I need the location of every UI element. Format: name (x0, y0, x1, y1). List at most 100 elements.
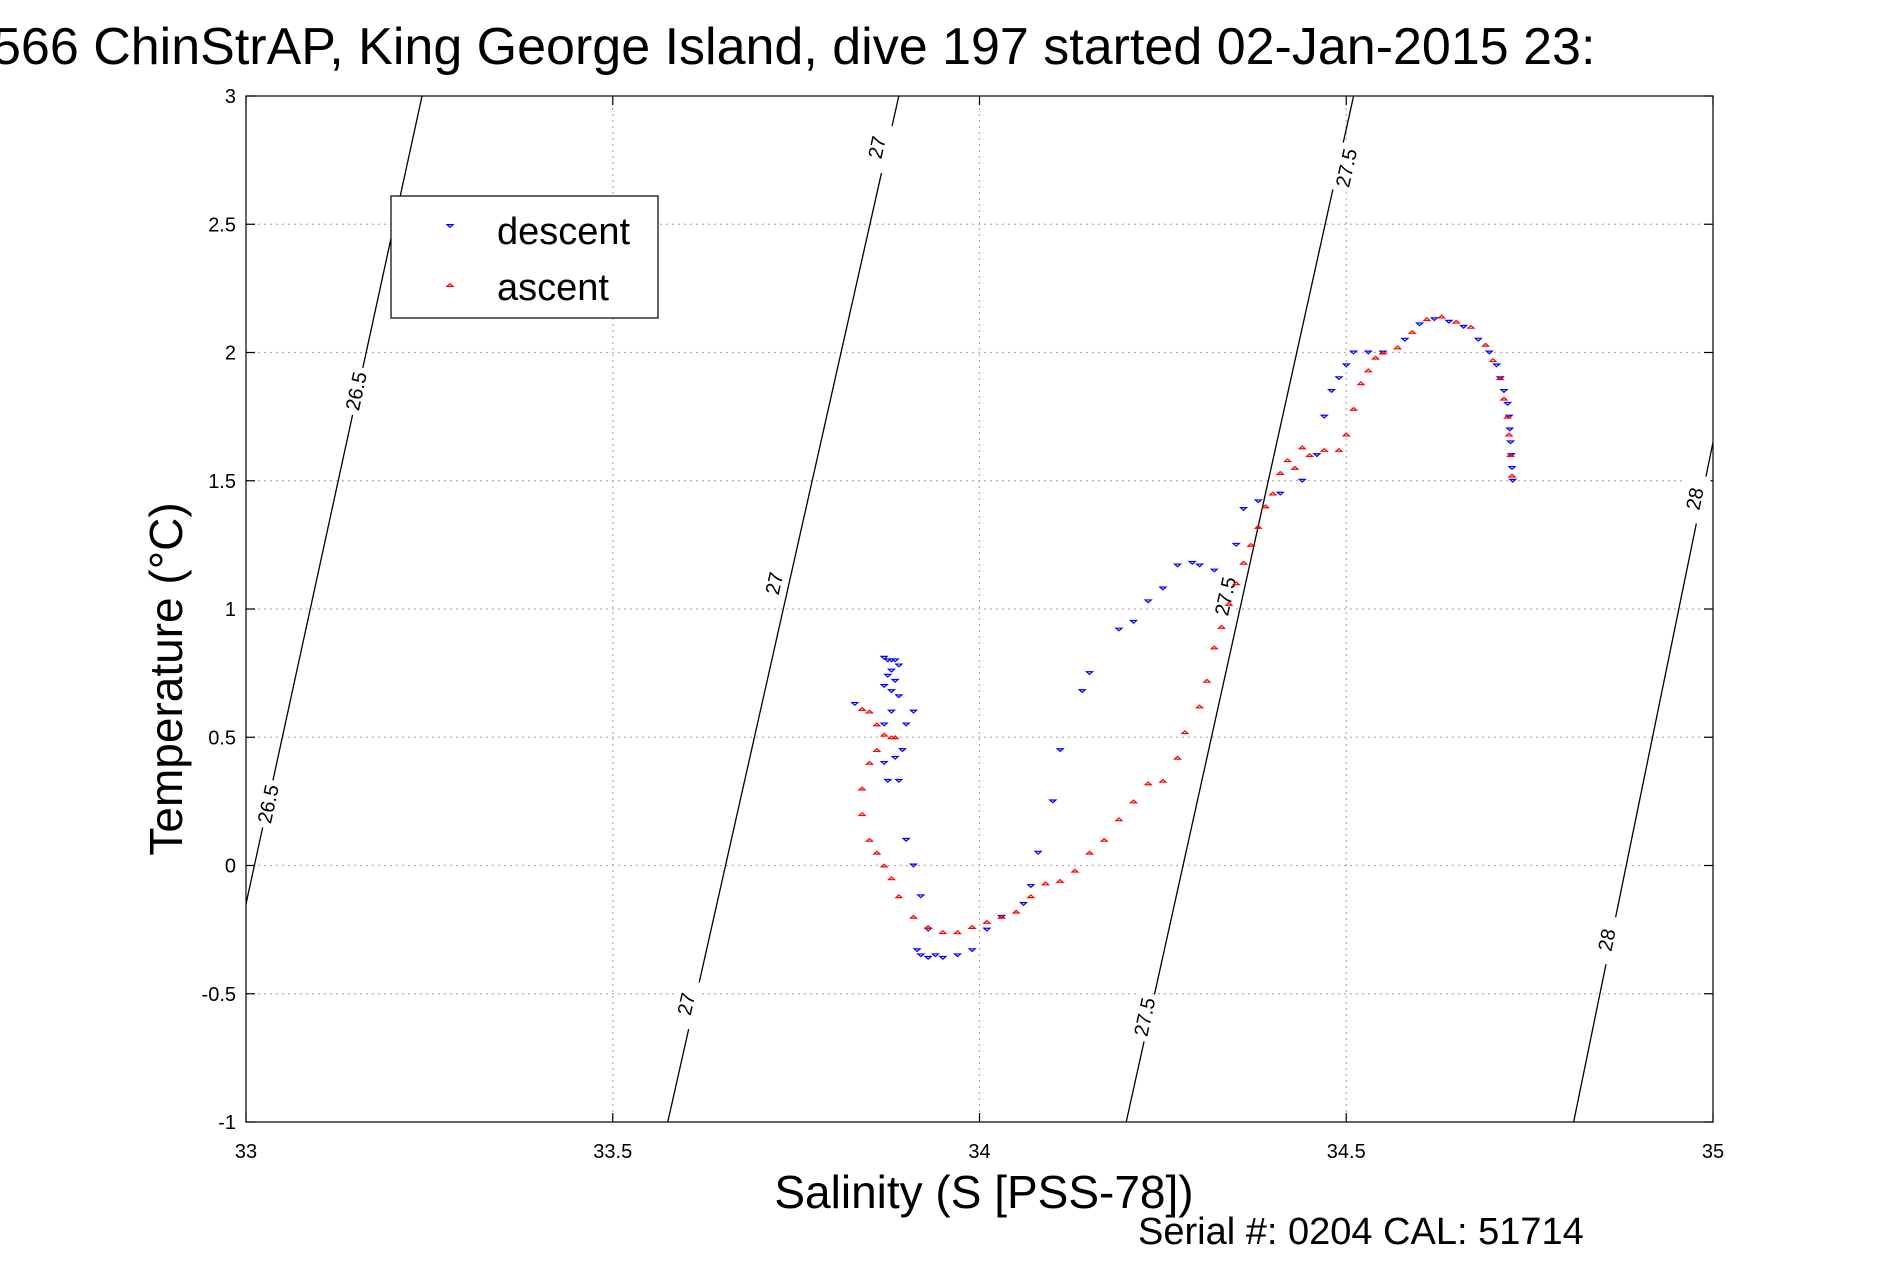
data-point-ascent (1283, 458, 1293, 463)
contour-label: 27 (865, 134, 891, 161)
data-point-descent (886, 689, 897, 694)
data-point-descent (894, 694, 904, 699)
data-point-ascent (894, 894, 904, 899)
data-point-ascent (1499, 396, 1509, 401)
data-point-ascent (1026, 894, 1036, 899)
data-point-descent (916, 894, 926, 899)
x-tick-label: 33 (235, 1141, 257, 1163)
data-point-ascent (1507, 473, 1517, 478)
data-point-ascent (1114, 817, 1124, 822)
data-point-ascent (1356, 381, 1366, 386)
data-point-descent (894, 663, 904, 668)
data-point-descent (1048, 799, 1058, 804)
data-point-descent (894, 778, 904, 784)
density-contour-line (667, 96, 900, 1122)
y-tick-label: 1 (225, 599, 236, 621)
data-point-ascent (1238, 560, 1249, 565)
density-contour-line (1125, 96, 1355, 1122)
y-tick-label: 3 (225, 86, 236, 108)
data-point-descent (967, 948, 977, 953)
data-point-descent (1312, 453, 1322, 458)
data-point-ascent (872, 722, 882, 727)
data-point-descent (1459, 324, 1469, 330)
data-point-ascent (1481, 342, 1491, 347)
data-point-descent (1503, 401, 1513, 406)
data-point-descent (1253, 499, 1263, 504)
data-point-descent (1504, 414, 1514, 419)
data-point-descent (890, 658, 900, 663)
data-point-ascent (886, 876, 897, 881)
data-point-descent (1349, 350, 1359, 355)
data-point-ascent (996, 914, 1007, 919)
data-point-descent (1473, 337, 1483, 342)
legend-label-descent: descent (497, 211, 631, 253)
data-point-descent (1018, 902, 1029, 907)
y-axis-label: Temperature (°C) (140, 502, 192, 855)
y-tick-label: 0 (225, 856, 236, 878)
data-point-descent (897, 748, 908, 753)
data-point-descent (1033, 850, 1043, 855)
data-point-descent (883, 778, 893, 784)
serial-calibration-label: Serial #: 0204 CAL: 51714 (1138, 1211, 1584, 1253)
data-point-ascent (1305, 452, 1315, 458)
data-point-descent (1084, 671, 1095, 676)
data-point-ascent (1143, 781, 1153, 786)
data-point-descent (1172, 563, 1183, 568)
data-point-ascent (1504, 432, 1514, 437)
data-point-ascent (872, 850, 882, 855)
data-point-ascent (1202, 678, 1212, 683)
data-point-descent (1231, 542, 1241, 548)
contour-label-gap (669, 977, 704, 1031)
contour-label-gap (1208, 570, 1243, 623)
data-point-ascent (1158, 778, 1168, 783)
contour-label-gap (757, 557, 792, 610)
data-point-ascent (1261, 504, 1271, 509)
data-point-ascent (1393, 345, 1403, 350)
data-point-descent (1026, 884, 1036, 889)
data-point-descent (1055, 748, 1065, 753)
contour-label-gap (339, 364, 373, 417)
data-point-descent (1499, 389, 1509, 394)
data-point-descent (1400, 337, 1410, 342)
data-point-ascent (1268, 491, 1278, 496)
data-point-ascent (1363, 368, 1373, 373)
data-point-ascent (1128, 799, 1139, 804)
data-point-descent (1114, 627, 1124, 632)
legend-marker-ascent (445, 282, 455, 287)
data-point-descent (982, 927, 992, 932)
data-point-descent (1415, 322, 1425, 327)
data-point-ascent (1371, 355, 1381, 360)
data-point-descent (879, 655, 889, 660)
contour-label: 27.5 (1332, 147, 1362, 190)
x-tick-label: 34.5 (1327, 1141, 1366, 1163)
contour-label-gap (1127, 990, 1162, 1043)
x-axis-label: Salinity (S [PSS-78]) (774, 1166, 1193, 1218)
data-point-ascent (1099, 837, 1109, 842)
data-point-ascent (1216, 624, 1227, 629)
x-tick-label: 33.5 (593, 1141, 632, 1163)
data-point-descent (916, 953, 926, 958)
data-point-ascent (908, 914, 919, 919)
data-point-ascent (879, 732, 889, 737)
data-point-ascent (982, 919, 992, 924)
data-point-descent (890, 755, 900, 760)
y-tick-label: 1.5 (208, 471, 236, 493)
data-point-ascent (864, 760, 875, 765)
x-tick-label: 35 (1702, 1141, 1724, 1163)
legend-marker-ascent-glyph (445, 282, 455, 287)
data-point-ascent (1349, 406, 1359, 411)
data-point-descent (1187, 560, 1197, 565)
data-point-descent (1363, 350, 1373, 355)
data-point-ascent (1194, 704, 1205, 709)
data-point-ascent (1488, 358, 1498, 363)
data-point-descent (1327, 389, 1337, 394)
data-point-descent (1334, 376, 1344, 381)
data-point-ascent (1275, 470, 1285, 476)
data-point-ascent (1334, 447, 1344, 452)
data-point-descent (1484, 350, 1494, 355)
data-point-ascent (923, 924, 933, 930)
data-series (850, 314, 1518, 960)
data-point-descent (890, 678, 900, 683)
contour-label-gap (1590, 913, 1624, 966)
y-tick-label: -1 (218, 1112, 236, 1134)
